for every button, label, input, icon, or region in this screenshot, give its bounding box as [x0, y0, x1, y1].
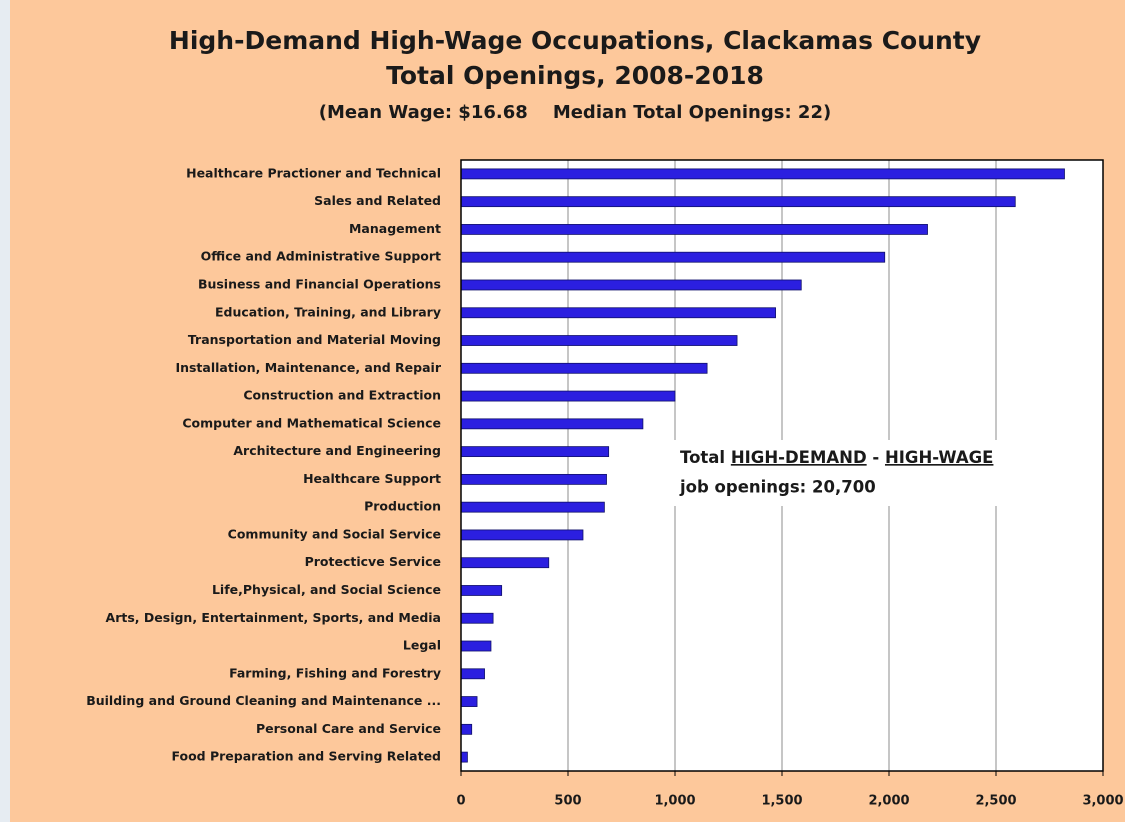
bar: [460, 751, 468, 763]
x-tick-label: 3,000: [1082, 794, 1123, 809]
bar: [460, 168, 1065, 180]
plot-border: [460, 159, 1104, 772]
bar: [460, 362, 708, 374]
category-label: Healthcare Support: [303, 471, 441, 486]
bar: [460, 529, 584, 541]
category-label: Community and Social Service: [228, 526, 441, 541]
category-label: Architecture and Engineering: [233, 443, 441, 458]
category-label: Personal Care and Service: [256, 721, 441, 736]
chart-title: High-Demand High-Wage Occupations, Clack…: [169, 26, 981, 55]
x-tick-label: 500: [554, 794, 581, 809]
annotation-box: [670, 440, 1025, 506]
category-label: Installation, Maintenance, and Repair: [175, 360, 441, 375]
bar: [460, 418, 644, 430]
bars: [460, 168, 1065, 763]
x-tick-label: 1,500: [761, 794, 802, 809]
bar: [460, 473, 607, 485]
bar: [460, 668, 485, 680]
bar: [460, 501, 605, 513]
annotation-line: Total HIGH-DEMAND - HIGH-WAGE: [680, 448, 993, 467]
bar: [460, 196, 1016, 208]
x-tick-label: 0: [456, 794, 465, 809]
bar: [460, 723, 473, 735]
category-label: Sales and Related: [314, 193, 441, 208]
annotation-part: HIGH-WAGE: [885, 448, 993, 467]
annotation-line: job openings: 20,700: [679, 478, 876, 497]
bar: [460, 307, 776, 319]
bar: [460, 696, 478, 707]
category-label: Food Preparation and Serving Related: [171, 749, 441, 764]
bar: [460, 640, 492, 652]
category-label: Protecticve Service: [305, 554, 441, 569]
category-label: Business and Financial Operations: [198, 276, 441, 291]
category-label: Farming, Fishing and Forestry: [229, 665, 441, 680]
x-tick-label: 1,000: [654, 794, 695, 809]
bar: [460, 557, 550, 569]
category-label: Healthcare Practioner and Technical: [186, 165, 441, 180]
bar: [460, 251, 886, 263]
category-label: Computer and Mathematical Science: [182, 415, 441, 430]
annotation-part: -: [867, 448, 885, 467]
chart-subtitle: Total Openings, 2008-2018: [386, 61, 764, 90]
chart-note: (Mean Wage: $16.68 Median Total Openings…: [319, 102, 831, 123]
left-edge: [0, 0, 10, 822]
category-label: Education, Training, and Library: [215, 304, 441, 319]
bar: [460, 279, 802, 291]
bar: [460, 585, 503, 596]
annotation-part: HIGH-DEMAND: [731, 448, 867, 467]
category-label: Arts, Design, Entertainment, Sports, and…: [106, 610, 441, 625]
category-label: Building and Ground Cleaning and Mainten…: [86, 693, 441, 708]
category-label: Management: [349, 221, 441, 236]
annotation: Total HIGH-DEMAND - HIGH-WAGE job opening…: [670, 440, 1025, 506]
x-tick-label: 2,500: [975, 794, 1016, 809]
category-label: Production: [364, 499, 441, 514]
category-label: Life,Physical, and Social Science: [212, 582, 441, 597]
bar: [460, 224, 928, 235]
category-label: Transportation and Material Moving: [188, 332, 441, 347]
bar: [460, 612, 494, 624]
bar: [460, 335, 738, 346]
bar: [460, 390, 676, 402]
category-label: Office and Administrative Support: [201, 249, 441, 264]
x-tick-label: 2,000: [868, 794, 909, 809]
bar: [460, 446, 610, 458]
category-label: Legal: [403, 638, 441, 653]
annotation-part: Total: [680, 448, 731, 467]
category-label: Construction and Extraction: [243, 388, 441, 403]
